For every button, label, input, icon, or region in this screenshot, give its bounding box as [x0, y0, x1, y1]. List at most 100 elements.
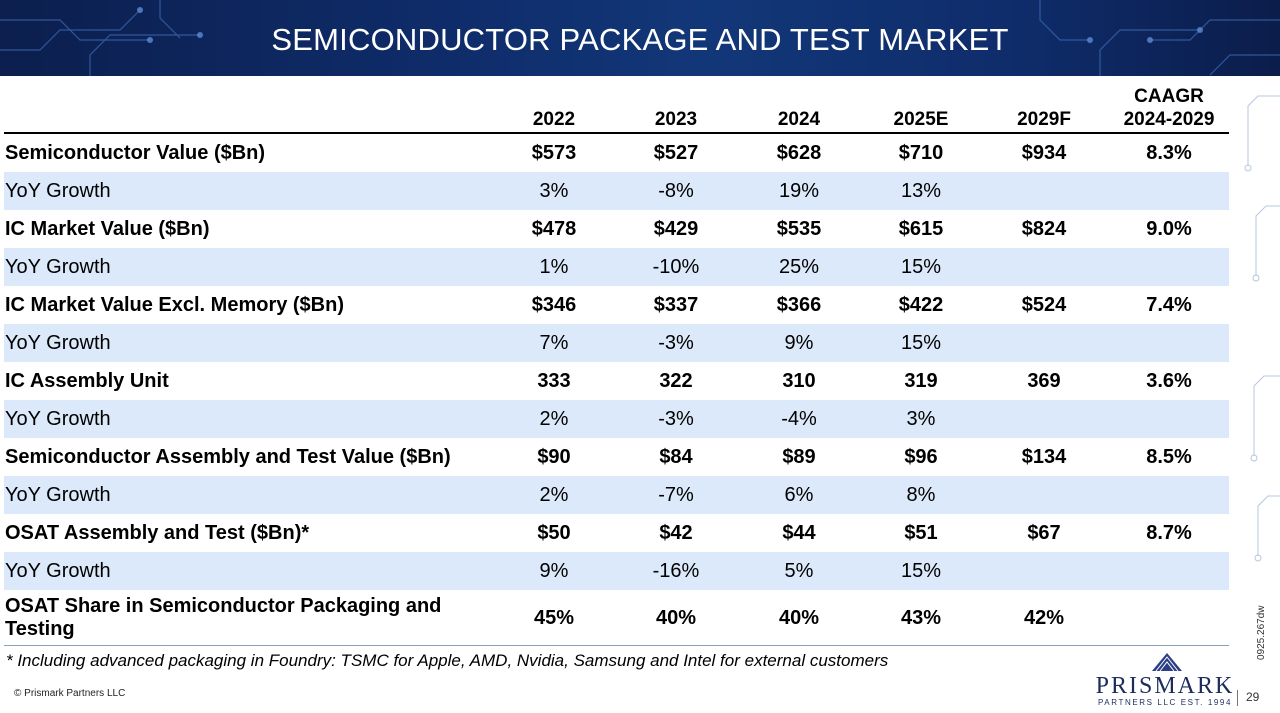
- table-cell: $51: [904, 521, 938, 544]
- column-header: 2029F: [1017, 109, 1071, 130]
- table-cell: $934: [1021, 141, 1067, 164]
- column-header: 2025E: [893, 109, 949, 130]
- table-cell: 15%: [900, 255, 942, 278]
- table-row: Semiconductor Value ($Bn) $573 $527 $628…: [4, 134, 1229, 172]
- table-cell: $422: [898, 293, 944, 316]
- prism-icon: [1152, 653, 1182, 672]
- table-cell: $50: [537, 521, 571, 544]
- circuit-decoration-icon: [0, 0, 1280, 76]
- table-cell: $429: [653, 217, 699, 240]
- table-cell: 7%: [539, 331, 569, 354]
- table-cell: 40%: [655, 606, 697, 629]
- table-cell: 9.0%: [1146, 217, 1192, 240]
- table-cell: $628: [776, 141, 822, 164]
- table-cell: 8%: [906, 483, 936, 506]
- table-cell: 3.6%: [1146, 369, 1192, 392]
- table-cell: $535: [776, 217, 822, 240]
- table-row: YoY Growth 3% -8% 19% 13%: [4, 172, 1229, 210]
- table-cell: $84: [659, 445, 693, 468]
- footnote: * Including advanced packaging in Foundr…: [6, 651, 889, 670]
- table-cell: -3%: [658, 407, 694, 430]
- table-cell: $346: [531, 293, 577, 316]
- table-cell: -16%: [652, 559, 700, 582]
- table-row: IC Market Value ($Bn) $478 $429 $535 $61…: [4, 210, 1229, 248]
- table-cell: $67: [1027, 521, 1061, 544]
- table-cell: -10%: [652, 255, 700, 278]
- row-label: IC Market Value Excl. Memory ($Bn): [5, 293, 345, 316]
- table-cell: 7.4%: [1146, 293, 1192, 316]
- row-label: YoY Growth: [5, 331, 111, 354]
- table-cell: 2%: [539, 407, 569, 430]
- column-header: 2024: [777, 109, 821, 130]
- table-cell: 333: [537, 369, 571, 392]
- table-cell: 6%: [784, 483, 814, 506]
- table-cell: 8.3%: [1146, 141, 1192, 164]
- table-cell: 42%: [1023, 606, 1065, 629]
- table-cell: 1%: [539, 255, 569, 278]
- table-cell: 8.7%: [1146, 521, 1192, 544]
- table-cell: 15%: [900, 331, 942, 354]
- table-cell: $478: [531, 217, 577, 240]
- table-cell: -7%: [658, 483, 694, 506]
- table-row: Semiconductor Assembly and Test Value ($…: [4, 438, 1229, 476]
- table-row: IC Assembly Unit 333 322 310 319 369 3.6…: [4, 362, 1229, 400]
- table-cell: 25%: [778, 255, 820, 278]
- table-cell: $42: [659, 521, 693, 544]
- table-cell: $710: [898, 141, 944, 164]
- table-cell: $573: [531, 141, 577, 164]
- table-cell: $90: [537, 445, 571, 468]
- copyright: © Prismark Partners LLC: [14, 688, 126, 699]
- table-row: OSAT Share in Semiconductor Packaging an…: [4, 590, 1229, 646]
- table-row: YoY Growth 9% -16% 5% 15%: [4, 552, 1229, 590]
- table-cell: $337: [653, 293, 699, 316]
- table-cell: 19%: [778, 179, 820, 202]
- table-cell: $89: [782, 445, 816, 468]
- table-cell: -4%: [781, 407, 817, 430]
- table-cell: 2%: [539, 483, 569, 506]
- table-cell: -8%: [658, 179, 694, 202]
- table-row: YoY Growth 7% -3% 9% 15%: [4, 324, 1229, 362]
- table-cell: 15%: [900, 559, 942, 582]
- logo-wordmark: PRISMARK: [1095, 673, 1235, 699]
- table-cell: $44: [782, 521, 816, 544]
- page-title: SEMICONDUCTOR PACKAGE AND TEST MARKET: [271, 22, 1009, 57]
- row-label: YoY Growth: [5, 559, 111, 582]
- right-circuit-icon: [1244, 95, 1280, 562]
- table-cell: 369: [1027, 369, 1061, 392]
- row-label: OSAT Assembly and Test ($Bn)*: [5, 521, 310, 544]
- table-cell: $134: [1021, 445, 1067, 468]
- column-header: 2022: [532, 109, 576, 130]
- table-cell: $524: [1021, 293, 1067, 316]
- table-cell: 3%: [539, 179, 569, 202]
- table-cell: 43%: [900, 606, 942, 629]
- table-row: YoY Growth 1% -10% 25% 15%: [4, 248, 1229, 286]
- header-banner: SEMICONDUCTOR PACKAGE AND TEST MARKET: [0, 0, 1280, 76]
- table-row: YoY Growth 2% -7% 6% 8%: [4, 476, 1229, 514]
- table-cell: 9%: [784, 331, 814, 354]
- prismark-logo: PRISMARK PARTNERS LLC EST. 1994: [1090, 653, 1240, 708]
- column-header: 2023: [654, 109, 698, 130]
- row-label: IC Market Value ($Bn): [5, 217, 210, 240]
- table-cell: $96: [904, 445, 938, 468]
- caagr-period: 2024-2029: [1123, 109, 1215, 130]
- table-cell: 319: [904, 369, 938, 392]
- row-label: YoY Growth: [5, 255, 111, 278]
- table-header: 2022 2023 2024 2025E 2029F CAAGR 2024-20…: [4, 82, 1229, 134]
- row-label: Semiconductor Value ($Bn): [5, 141, 266, 164]
- row-label: IC Assembly Unit: [5, 369, 169, 392]
- table-row: IC Market Value Excl. Memory ($Bn) $346 …: [4, 286, 1229, 324]
- table-cell: 13%: [900, 179, 942, 202]
- table-cell: 310: [782, 369, 816, 392]
- row-label: YoY Growth: [5, 483, 111, 506]
- table-cell: $824: [1021, 217, 1067, 240]
- row-label: Semiconductor Assembly and Test Value ($…: [5, 445, 451, 468]
- caagr-label: CAAGR: [1134, 86, 1204, 107]
- document-code: 0925.267dw: [1256, 605, 1267, 661]
- table-cell: 45%: [533, 606, 575, 629]
- table-cell: 3%: [906, 407, 936, 430]
- column-header-caagr: CAAGR 2024-2029: [1109, 85, 1229, 131]
- page-divider: [1237, 690, 1238, 706]
- table-cell: 8.5%: [1146, 445, 1192, 468]
- table-cell: 322: [659, 369, 693, 392]
- table-cell: $527: [653, 141, 699, 164]
